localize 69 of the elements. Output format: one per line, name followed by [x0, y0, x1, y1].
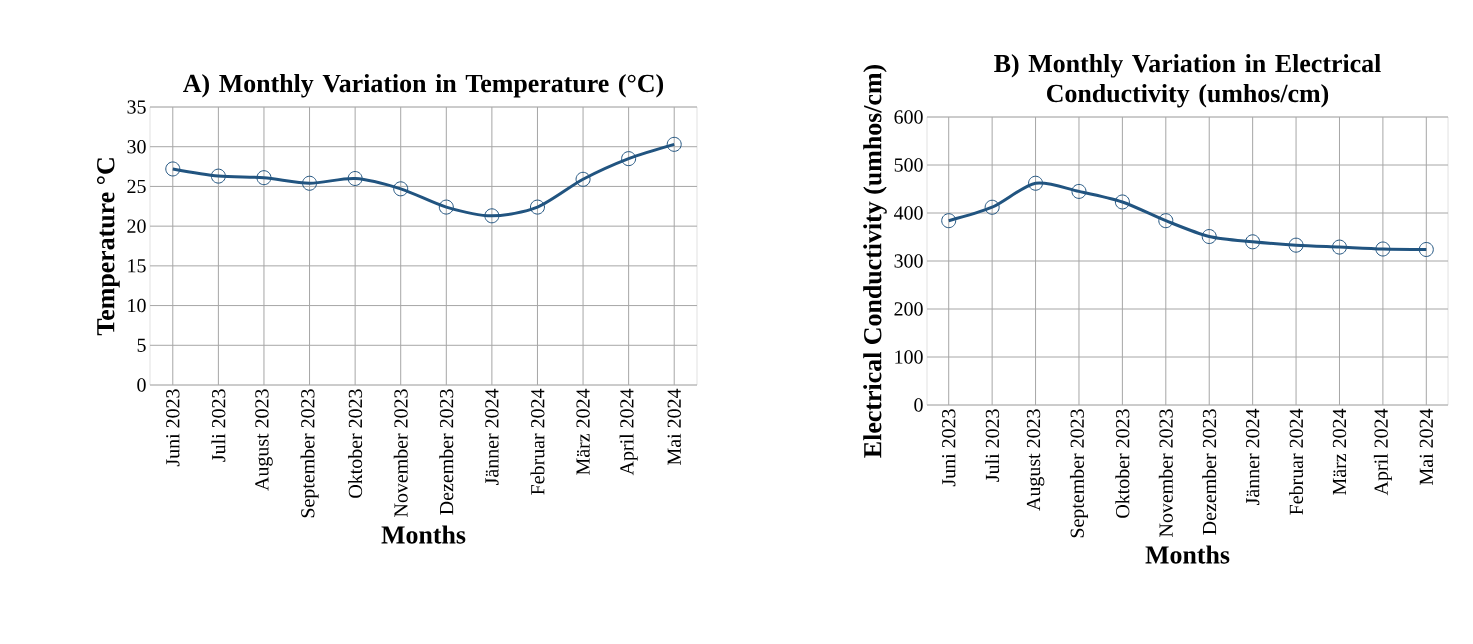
x-tick-label: Dezember 2023 [439, 389, 454, 515]
y-tick-label: 25 [127, 179, 146, 194]
y-tick-label: 35 [127, 100, 146, 114]
x-tick-label: März 2024 [576, 388, 590, 475]
point [393, 181, 409, 197]
x-axis-title: Months [381, 525, 466, 544]
y-tick-label: 5 [137, 338, 146, 352]
point [1071, 183, 1087, 199]
point [1418, 241, 1434, 257]
point [302, 175, 318, 191]
x-tick-label: November 2023 [393, 389, 408, 517]
x-tick-label: Juli 2023 [211, 389, 226, 462]
point [165, 161, 181, 177]
y-axis-title: Electrical Conductivity (umhos/cm) [863, 65, 887, 458]
x-tick-label: Februar 2024 [1289, 408, 1304, 515]
x-tick-label: Juni 2023 [942, 409, 956, 487]
x-tick-label: September 2023 [1069, 409, 1088, 538]
x-tick-label: Juli 2023 [985, 409, 1000, 482]
point [621, 151, 637, 167]
point [438, 199, 454, 215]
y-tick-label: 400 [893, 206, 923, 220]
point [1288, 237, 1304, 253]
x-tick-label: April 2024 [1373, 408, 1392, 496]
x-tick-label: April 2024 [619, 388, 638, 476]
point [1028, 175, 1044, 191]
x-tick-label: Dezember 2023 [1202, 409, 1217, 535]
point [1201, 229, 1217, 245]
y-tick-label: 200 [894, 302, 923, 316]
x-tick-label: Februar 2024 [530, 388, 545, 495]
x-tick-label: Mai 2024 [1419, 408, 1434, 485]
x-tick-label: Jänner 2024 [1245, 408, 1260, 505]
x-tick-label: November 2023 [1158, 409, 1173, 537]
chart-title: A) Monthly Variation in Temperature (°C) [183, 73, 664, 98]
x-axis-title: Months [1145, 545, 1230, 564]
y-tick-label: 0 [914, 398, 923, 412]
point [484, 208, 500, 224]
x-tick-label: Juni 2023 [166, 389, 180, 467]
y-tick-label: 15 [128, 259, 146, 273]
y-tick-label: 300 [894, 254, 923, 268]
x-tick-label: Mai 2024 [667, 388, 681, 465]
point [984, 199, 1000, 215]
y-tick-label: 30 [127, 140, 146, 154]
point [1331, 239, 1347, 255]
point [256, 170, 272, 186]
point [1245, 234, 1261, 250]
point [1114, 194, 1130, 210]
y-tick-label: 20 [127, 219, 146, 233]
x-tick-label: August 2023 [255, 389, 273, 491]
y-tick-label: 0 [137, 378, 146, 392]
point [1158, 213, 1174, 229]
point [575, 171, 591, 187]
point [1375, 241, 1391, 257]
x-tick-label: August 2023 [1026, 409, 1045, 511]
chart-title: B) Monthly Variation in Electrical Conductivity (umhos/cm) [994, 54, 1381, 108]
point [210, 168, 226, 184]
y-tick-label: 10 [128, 298, 146, 313]
point [529, 199, 545, 215]
point [347, 170, 363, 186]
x-tick-label: Oktober 2023 [348, 389, 363, 498]
x-tick-label: Oktober 2023 [1115, 409, 1130, 518]
y-tick-label: 500 [894, 158, 923, 172]
point [941, 213, 957, 229]
x-tick-label: März 2024 [1332, 408, 1347, 495]
y-tick-label: 100 [895, 350, 923, 364]
y-tick-label: 600 [894, 110, 923, 124]
y-axis-title: Temperature °C [96, 158, 120, 336]
x-tick-label: Jänner 2024 [485, 388, 499, 485]
x-tick-label: September 2023 [300, 389, 319, 518]
point [666, 136, 682, 152]
